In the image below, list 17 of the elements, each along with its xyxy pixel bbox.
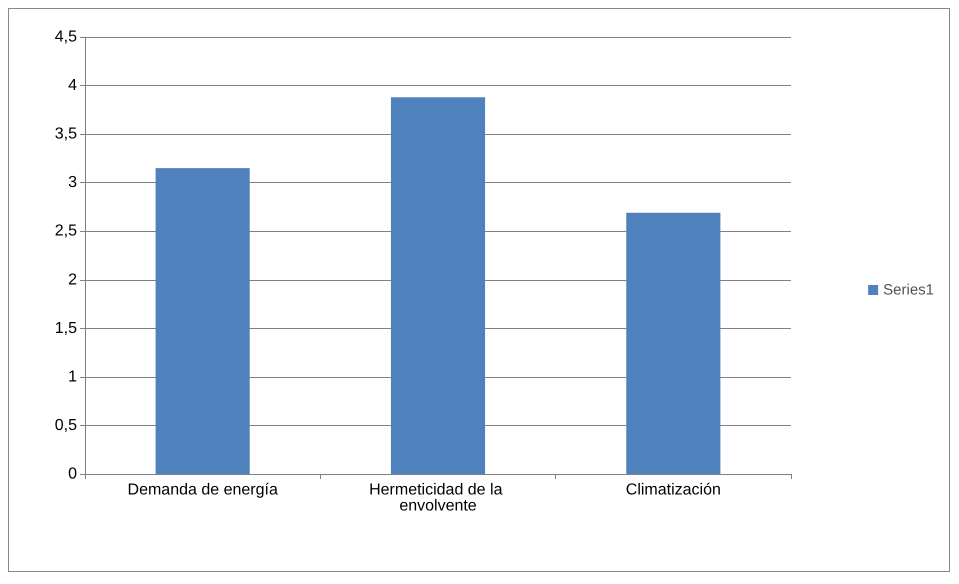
y-tick-label: 1 [68,368,78,386]
y-tick-label: 2,5 [54,222,78,240]
x-tick-label: Demanda de energía [128,482,278,498]
legend-label: Series1 [883,282,934,298]
y-tick-label: 0 [68,466,78,482]
bar [390,97,486,474]
y-tick-label: 3 [68,174,78,192]
bar [156,168,250,474]
y-tick-label: 2 [68,271,78,288]
x-tick-label: Climatización [626,482,721,498]
y-tick-label: 4,5 [54,28,78,46]
bar [626,212,720,474]
y-tick-label: 1,5 [54,320,78,337]
y-tick-label: 0,5 [54,416,78,434]
y-tick-label: 3,5 [54,126,78,143]
y-tick-label: 4 [68,77,78,94]
x-tick-label: Hermeticidad de la envolvente [369,482,507,514]
